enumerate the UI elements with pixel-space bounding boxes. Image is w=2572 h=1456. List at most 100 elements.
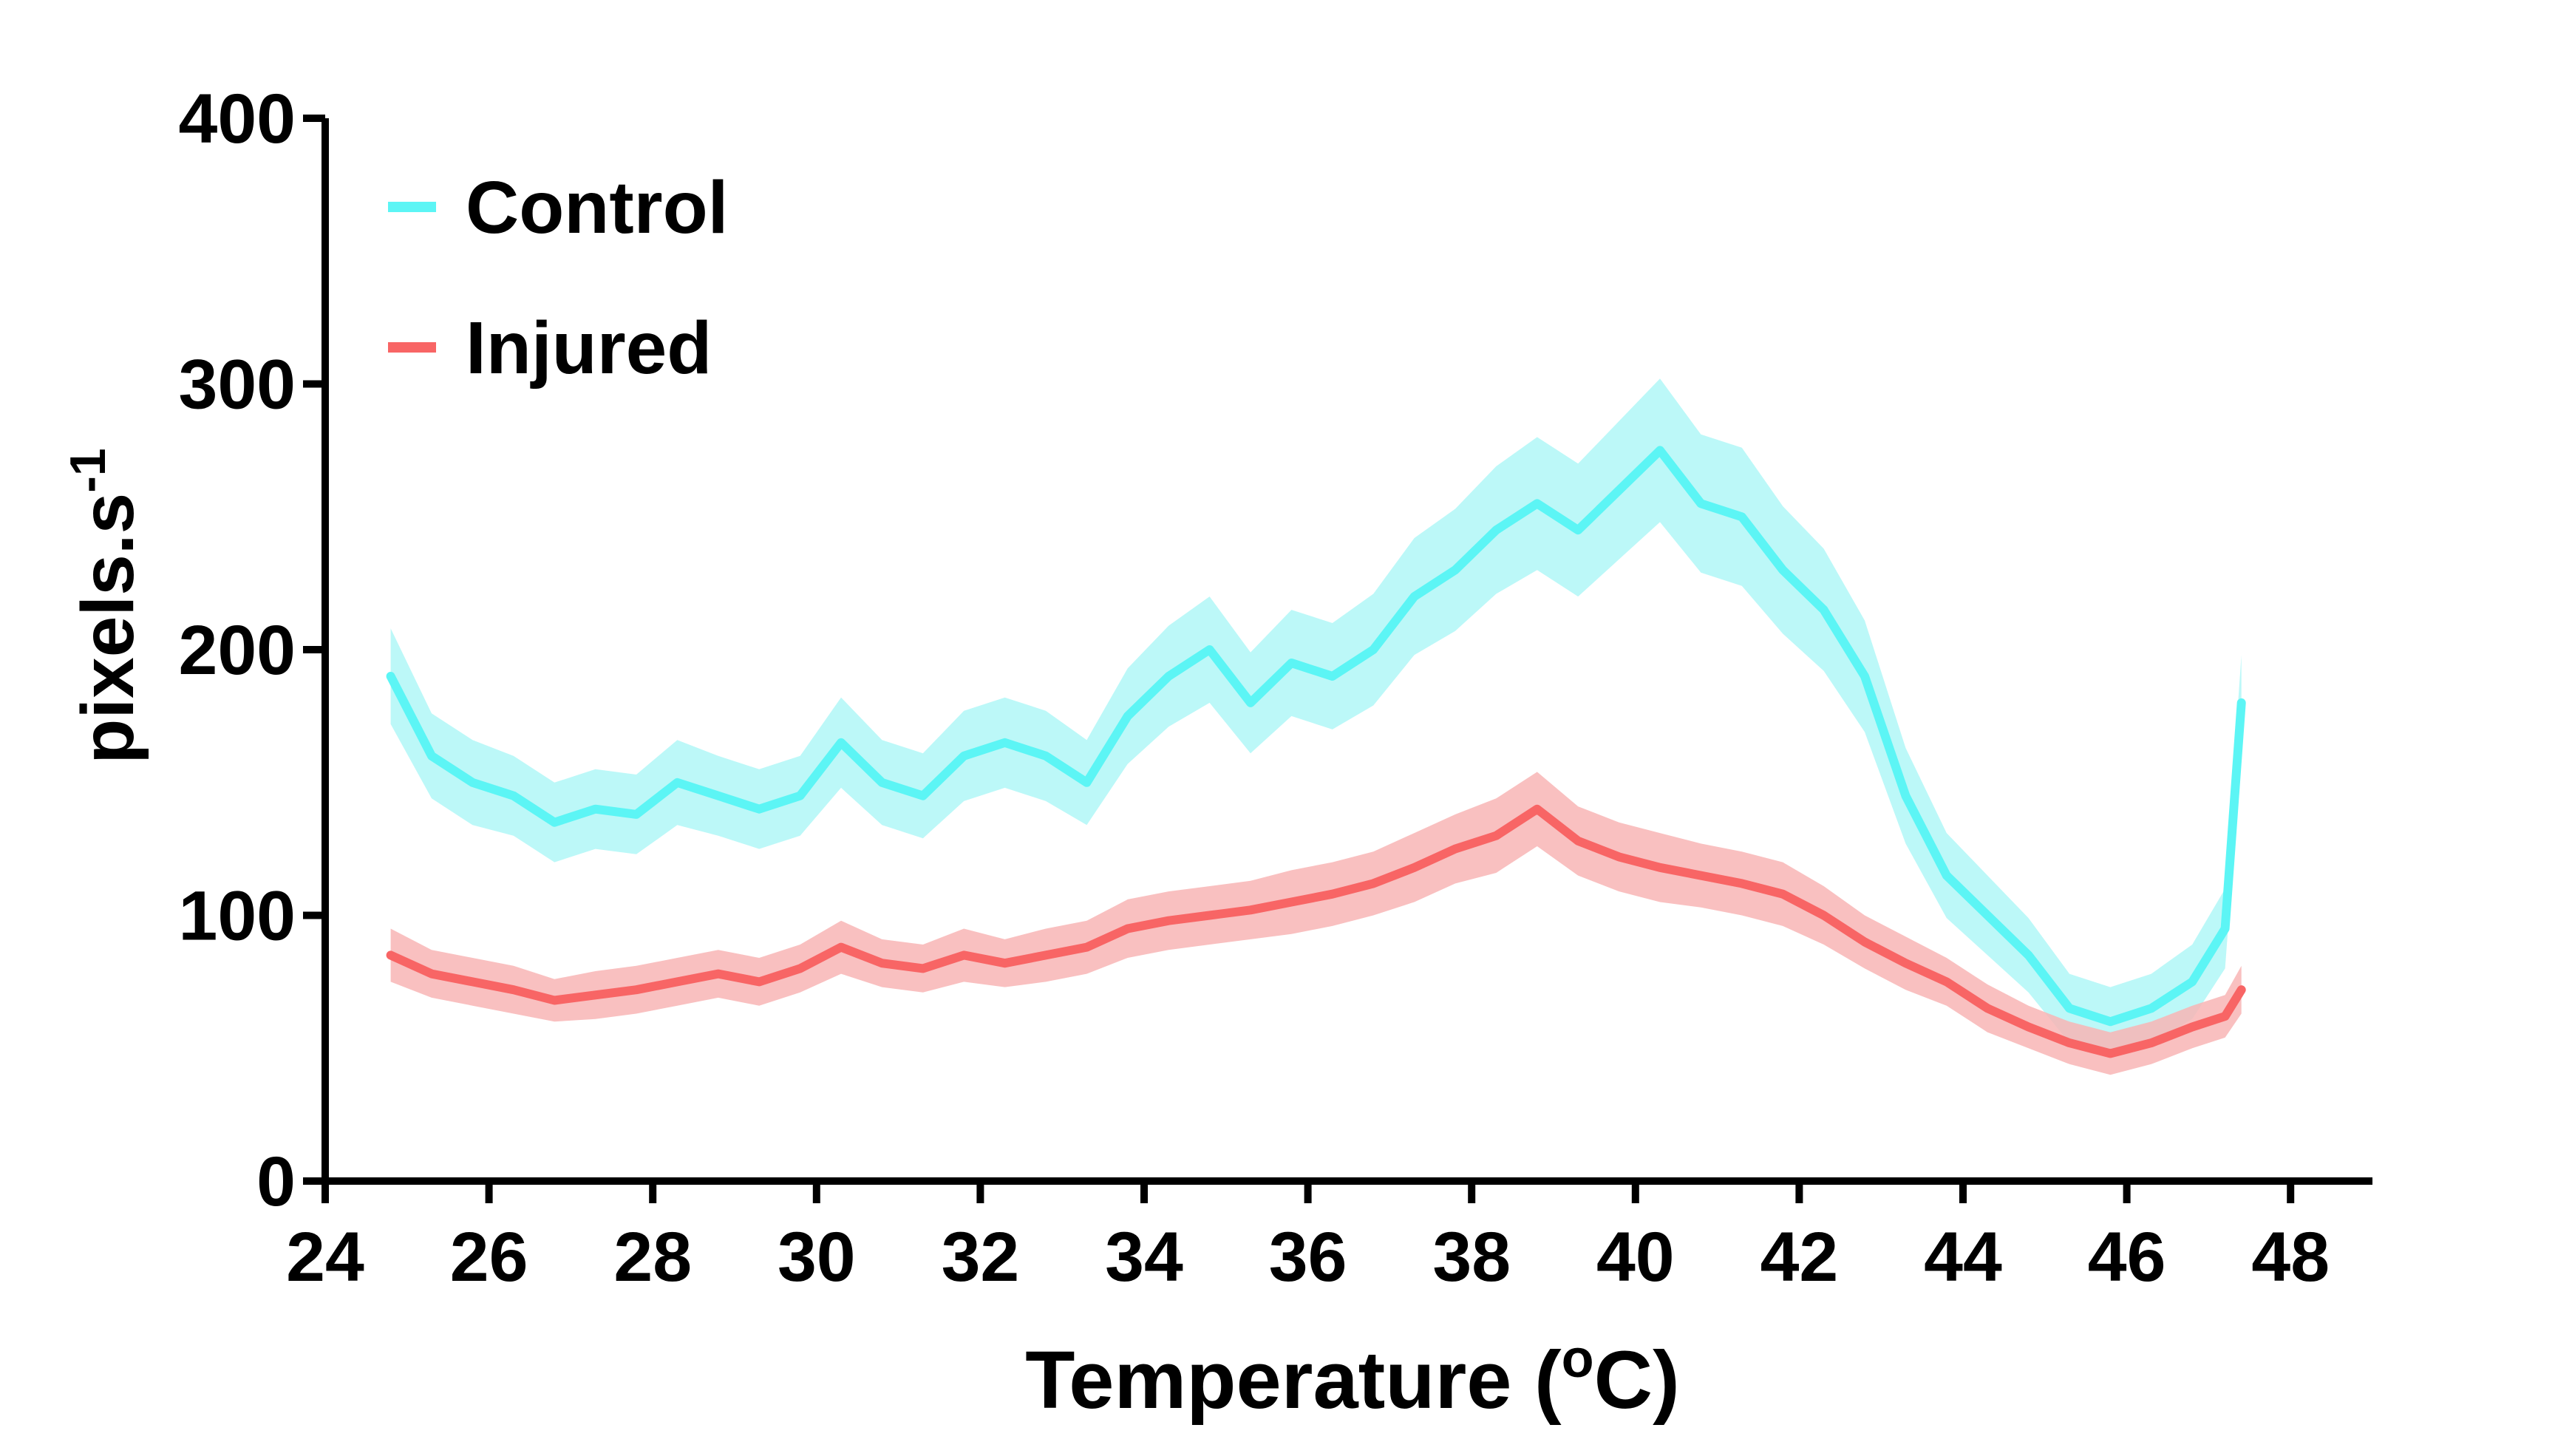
data-point (2188, 978, 2197, 986)
data-point (2024, 1023, 2032, 1031)
data-point (387, 951, 395, 959)
x-tick-label: 38 (1432, 1218, 1511, 1296)
data-point (1738, 880, 1746, 888)
error-bands (390, 378, 2242, 1075)
data-point (1123, 712, 1132, 720)
data-point (2106, 1018, 2115, 1026)
data-point (1287, 898, 1296, 906)
data-point (1205, 911, 1214, 919)
y-tick-label: 100 (178, 877, 296, 956)
data-point (1205, 646, 1214, 653)
legend: Control Injured (388, 166, 728, 389)
y-tick-label: 400 (178, 80, 296, 158)
data-point (1574, 526, 1582, 534)
data-point (1615, 486, 1623, 494)
data-point (2147, 1039, 2155, 1047)
error-band-injured (390, 772, 2242, 1075)
data-point (2024, 951, 2032, 959)
data-point (591, 805, 599, 813)
data-point (878, 959, 886, 967)
x-tick-label: 36 (1269, 1218, 1347, 1296)
x-axis-title: Temperature (oC) (1025, 1330, 1679, 1426)
data-point (1001, 959, 1009, 967)
data-point (428, 752, 435, 760)
data-point (1861, 673, 1868, 680)
data-point (1042, 752, 1049, 760)
y-tick-label: 300 (178, 346, 296, 424)
data-point (469, 978, 477, 986)
data-point (755, 978, 763, 986)
data-point (1123, 925, 1132, 933)
data-point (878, 778, 886, 786)
x-tick-label: 28 (613, 1218, 692, 1296)
data-point (673, 978, 681, 986)
data-point (1861, 938, 1868, 946)
x-tick-label: 32 (942, 1218, 1020, 1296)
data-point (1370, 880, 1378, 888)
data-point (1001, 738, 1009, 746)
data-point (633, 810, 640, 818)
data-point (1287, 659, 1296, 667)
error-band-control (390, 378, 2242, 1056)
data-point (1697, 500, 1705, 508)
data-point (1165, 916, 1173, 925)
data-point (1942, 871, 1950, 880)
data-point (1574, 837, 1582, 845)
data-point (1083, 943, 1091, 951)
data-point (1820, 911, 1828, 919)
x-ticks: 24 26 28 30 32 34 36 38 40 42 44 46 48 (286, 1181, 2330, 1296)
data-point (1165, 673, 1173, 680)
y-tick-label: 0 (256, 1143, 296, 1221)
x-tick-label: 44 (1924, 1218, 2002, 1296)
series-lines (386, 446, 2246, 1058)
data-point (919, 965, 927, 973)
data-point (1984, 911, 1992, 919)
data-point (1942, 978, 1950, 986)
data-point (633, 986, 640, 994)
data-point (1820, 606, 1828, 614)
data-point (469, 778, 477, 786)
data-point (1779, 890, 1787, 898)
data-point (1083, 778, 1091, 786)
data-point (1984, 1004, 1992, 1013)
data-point (1247, 906, 1254, 914)
legend-label: Injured (466, 307, 712, 389)
data-point (1533, 500, 1541, 508)
data-point (837, 738, 845, 746)
y-ticks: 0 100 200 300 400 (178, 80, 325, 1221)
data-point (1492, 831, 1500, 840)
data-point (960, 752, 968, 760)
data-point (1656, 446, 1664, 455)
data-point (1656, 863, 1664, 871)
data-point (755, 805, 763, 813)
data-point (1452, 566, 1459, 574)
data-point (1370, 646, 1378, 653)
data-point (1410, 863, 1418, 871)
data-point (2147, 1004, 2155, 1013)
data-point (837, 943, 845, 951)
data-point (1738, 513, 1746, 521)
legend-label: Control (466, 166, 728, 249)
data-point (509, 792, 517, 800)
data-point (1779, 566, 1787, 574)
data-point (960, 951, 968, 959)
data-point (1902, 792, 1910, 800)
data-point (673, 778, 681, 786)
x-tick-label: 48 (2251, 1218, 2330, 1296)
data-point (509, 986, 517, 994)
y-axis-title: pixels.s-1 (60, 448, 149, 763)
data-point (1533, 805, 1541, 813)
data-point (1697, 871, 1705, 880)
data-point (551, 818, 559, 826)
data-point (1247, 698, 1254, 707)
data-point (1328, 890, 1336, 898)
x-tick-label: 26 (450, 1218, 528, 1296)
x-tick-label: 34 (1105, 1218, 1183, 1296)
data-point (796, 965, 804, 973)
data-point (591, 991, 599, 999)
data-point (2188, 1023, 2197, 1031)
data-point (387, 673, 395, 680)
data-point (1410, 593, 1418, 601)
data-point (2237, 986, 2245, 994)
